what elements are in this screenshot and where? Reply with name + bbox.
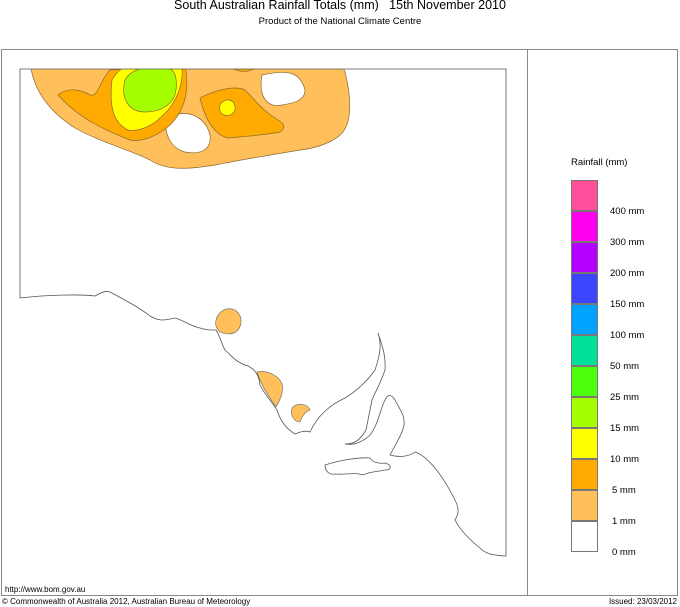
map-title: South Australian Rainfall Totals (mm) 15… <box>174 0 506 12</box>
legend-label: 10 mm <box>610 454 640 465</box>
map-frame <box>1 49 678 596</box>
legend-swatch <box>571 521 598 552</box>
legend-swatch <box>571 428 598 459</box>
panel-divider <box>527 49 528 596</box>
kangaroo-island <box>324 457 391 476</box>
legend-swatch <box>571 366 598 397</box>
legend-swatch <box>571 273 598 304</box>
legend-label: 400 mm <box>610 206 645 217</box>
legend-label: 50 mm <box>610 361 640 372</box>
legend-label: 200 mm <box>610 268 645 279</box>
legend-label: 0 mm <box>612 547 636 558</box>
legend-swatch <box>571 397 598 428</box>
legend-swatch <box>571 180 598 211</box>
legend-label: 100 mm <box>610 330 645 341</box>
copyright-notice: © Commonwealth of Australia 2012, Austra… <box>2 597 251 606</box>
legend-title: Rainfall (mm) <box>571 157 628 168</box>
legend-swatch <box>571 304 598 335</box>
source-url[interactable]: http://www.bom.gov.au <box>5 585 86 594</box>
map-subtitle: Product of the National Climate Centre <box>258 16 422 27</box>
frame-right-edge <box>677 49 678 596</box>
issued-date: Issued: 23/03/2012 <box>608 597 677 606</box>
legend-label: 25 mm <box>610 392 640 403</box>
legend-swatch <box>571 335 598 366</box>
legend-label: 1 mm <box>612 516 636 527</box>
legend-swatch <box>571 211 598 242</box>
legend-swatch <box>571 459 598 490</box>
legend-swatch <box>571 242 598 273</box>
rainfall-contours <box>30 69 351 423</box>
legend-label: 15 mm <box>610 423 640 434</box>
legend-swatch <box>571 490 598 521</box>
legend-label: 150 mm <box>610 299 645 310</box>
legend-label: 5 mm <box>612 485 636 496</box>
legend-label: 300 mm <box>610 237 645 248</box>
state-border <box>19 68 507 557</box>
